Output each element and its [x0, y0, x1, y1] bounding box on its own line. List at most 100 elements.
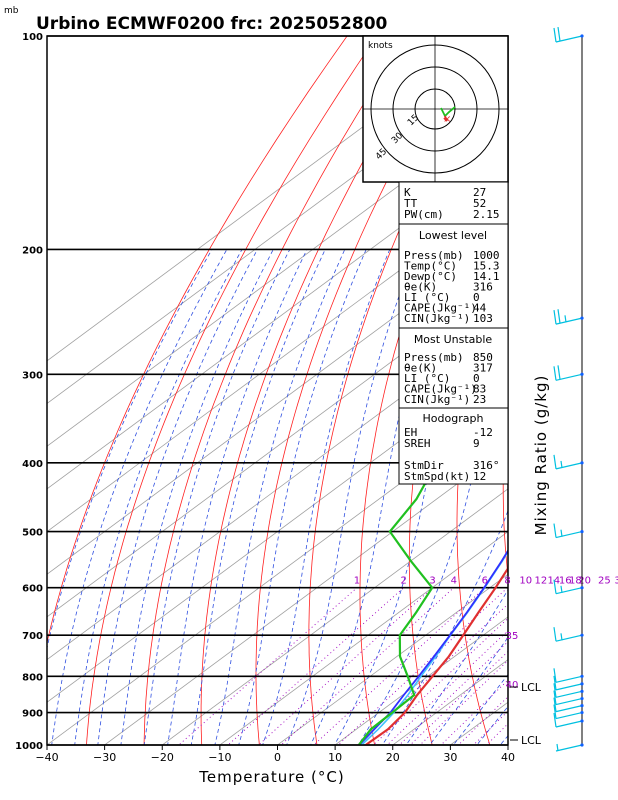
- lowest-level-label: Dewp(°C): [404, 270, 457, 283]
- index-label: PW(cm): [404, 208, 444, 221]
- lowest-level-value: 14.1: [473, 270, 500, 283]
- moist-adiabat-line: [405, 588, 508, 745]
- unit-label: mb: [4, 6, 19, 16]
- mixing-ratio-line: [457, 696, 508, 745]
- most-unstable-box: [398, 327, 509, 409]
- wind-barb-half-flag: [564, 315, 567, 323]
- wind-barb-flag: [553, 454, 557, 469]
- dry-adiabat-line: [502, 396, 508, 580]
- hodograph-trace-red: [443, 115, 448, 122]
- wind-barb-flag: [553, 697, 557, 712]
- moist-adiabat-line: [74, 249, 243, 745]
- hodograph-row-value: -12: [473, 426, 493, 439]
- mixing-ratio-label: 40: [506, 680, 519, 691]
- wind-barb-shaft: [555, 530, 583, 539]
- lowest-level-label: Temp(°C): [404, 260, 457, 273]
- wind-barb-flag: [553, 523, 557, 538]
- temperature-tick-label: −30: [93, 751, 116, 764]
- temperature-ticks: −40 −30 −20 −10 0 10 20 30 40: [35, 745, 515, 764]
- most-unstable-label: CAPE(Jkg⁻¹): [404, 383, 477, 396]
- isotherm-line: [47, 403, 508, 745]
- isotherm-line: [47, 232, 508, 575]
- moist-adiabat-line: [120, 249, 274, 745]
- wind-barb-flag: [553, 627, 557, 642]
- mixing-ratio-label: 8: [504, 576, 510, 587]
- wind-barb-dot: [580, 674, 584, 678]
- wind-barb-shaft: [555, 690, 583, 698]
- wind-barb-dot: [580, 529, 584, 534]
- chart-title: Urbino ECMWF0200 frc: 2025052800: [36, 14, 388, 34]
- isotherm-line: [334, 616, 508, 745]
- isotherm-line: [47, 274, 508, 618]
- temperature-tick-label: −40: [35, 751, 58, 764]
- wind-barb-dot: [580, 461, 584, 465]
- wind-barb-flag: [553, 712, 557, 728]
- pressure-tick-label: 200: [22, 245, 43, 256]
- index-value: 27: [473, 186, 486, 199]
- indices-box: [398, 181, 509, 225]
- lowest-level-label: Press(mb): [404, 249, 464, 262]
- parcel-profile-line: [358, 548, 508, 745]
- wind-barb-flag: [553, 310, 557, 325]
- mixing-ratio-line: [440, 679, 508, 745]
- moist-adiabat-line: [143, 249, 291, 745]
- hodograph-table-box: [398, 407, 509, 485]
- moist-adiabat-line: [47, 249, 213, 650]
- hodograph-row-label: StmSpd(kt): [404, 470, 470, 483]
- temperature-tick-label: 30: [443, 751, 457, 764]
- wind-barb-shaft: [555, 683, 583, 691]
- most-unstable-value: 317: [473, 362, 493, 375]
- dry-adiabat-line: [47, 36, 348, 645]
- mixing-ratio-label: 12: [534, 576, 547, 587]
- pressure-tick-label: 100: [22, 32, 43, 43]
- most-unstable-label: θe(K): [404, 362, 437, 375]
- pressure-tick-label: 600: [22, 584, 43, 595]
- moist-adiabat-line: [51, 249, 228, 745]
- pressure-tick-label: 400: [22, 459, 43, 470]
- mixing-ratio-line: [313, 587, 486, 745]
- isotherm-line: [103, 445, 508, 745]
- dry-adiabat-line: [308, 36, 497, 745]
- mixing-ratio-label: 3: [429, 576, 435, 587]
- moist-adiabat-line: [97, 249, 258, 745]
- mixing-ratio-label: 16: [559, 576, 572, 587]
- index-label: K: [404, 186, 411, 199]
- hodograph: knots 15 30 45 ×: [362, 35, 509, 183]
- temperature-tick-label: −10: [208, 751, 231, 764]
- lowest-level-label: θe(K): [404, 281, 437, 294]
- wind-barbs: [553, 27, 584, 752]
- mixing-ratio-line: [419, 659, 508, 745]
- wind-barb-half-flag: [560, 633, 563, 641]
- dry-adiabat-line: [143, 36, 408, 745]
- wind-barb-half-flag: [560, 585, 563, 593]
- lowest-level-value: 103: [473, 312, 493, 325]
- wind-barb-flag: [553, 704, 557, 719]
- mixing-ratio-axis-label: Mixing Ratio (g/kg): [532, 375, 550, 536]
- wind-barb-shaft: [555, 587, 583, 595]
- hodograph-row-label: StmDir: [404, 459, 444, 472]
- pressure-tick-label: 900: [22, 709, 43, 720]
- wind-barb-dot: [580, 586, 584, 590]
- mixing-ratio-line: [337, 587, 508, 745]
- x-axis-label: Temperature (°C): [198, 768, 344, 786]
- wind-barb-flag: [553, 675, 557, 690]
- wind-barb-shaft: [555, 705, 583, 713]
- wind-barb-dot: [580, 719, 584, 723]
- pressure-tick-label: 800: [22, 672, 43, 683]
- wind-barb-dot: [580, 316, 584, 320]
- wind-barb-half-flag: [560, 460, 563, 469]
- storm-motion-icon: ×: [443, 114, 451, 125]
- moist-adiabat-line: [214, 249, 346, 745]
- lowest-level-label: LI (°C): [404, 291, 450, 304]
- dry-adiabat-line: [255, 36, 467, 745]
- mixing-ratio-line: [257, 587, 433, 745]
- mixing-ratio-line: [398, 640, 508, 745]
- index-value: 2.15: [473, 208, 500, 221]
- wind-barb-flag: [553, 27, 557, 43]
- most-unstable-value: 850: [473, 351, 493, 364]
- wind-barb-shaft: [555, 462, 583, 470]
- mixing-ratio-label: 30: [614, 576, 618, 587]
- lowest-level-value: 15.3: [473, 260, 500, 273]
- mixing-ratio-label: 6: [482, 576, 488, 587]
